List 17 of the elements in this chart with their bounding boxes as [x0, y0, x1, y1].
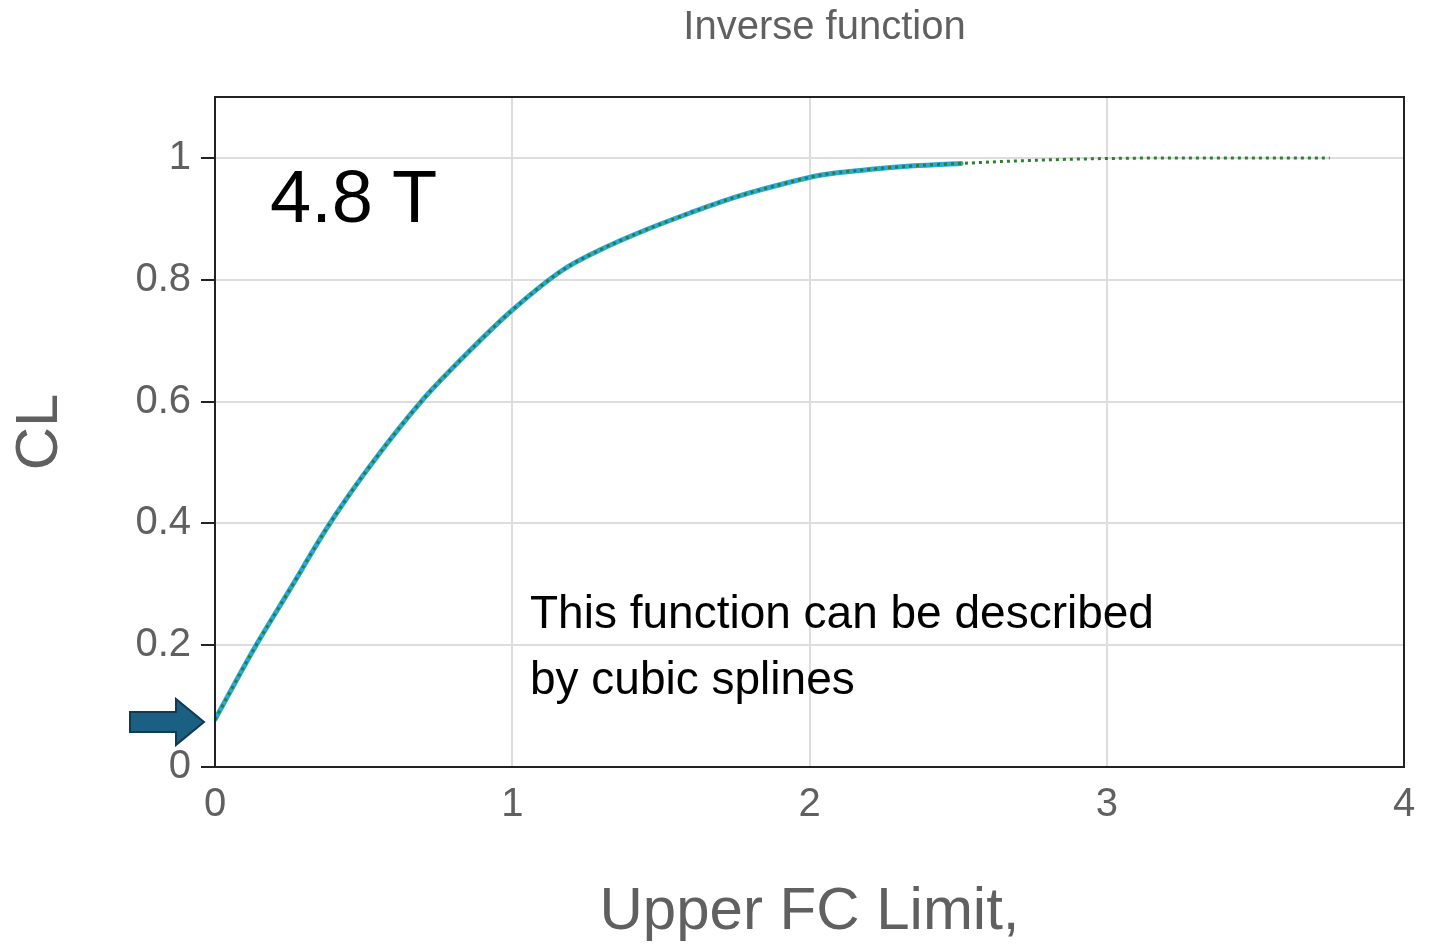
y-tick-label: 0.8 [135, 254, 191, 299]
annotation: This function can be described by cubic splines [530, 586, 1154, 704]
x-tick-label: 4 [1392, 780, 1416, 825]
chart-title: Inverse function [683, 3, 966, 48]
x-tick-label: 1 [501, 780, 524, 825]
x-tick-label: 2 [798, 780, 821, 825]
annotation: 4.8 T [270, 155, 438, 238]
y-tick-label: 0 [168, 742, 191, 787]
x-tick-label: 0 [203, 780, 227, 825]
y-tick-label: 0.4 [135, 498, 191, 543]
y-tick-label: 1 [168, 132, 191, 177]
x-tick-label: 3 [1095, 780, 1118, 825]
y-tick-label: 0.2 [135, 620, 191, 665]
line-series [215, 156, 1332, 721]
y-tick-label: 0.6 [135, 376, 191, 421]
x-axis-title: Upper FC Limit, [599, 874, 1020, 942]
y-axis-title: CL [2, 393, 70, 471]
